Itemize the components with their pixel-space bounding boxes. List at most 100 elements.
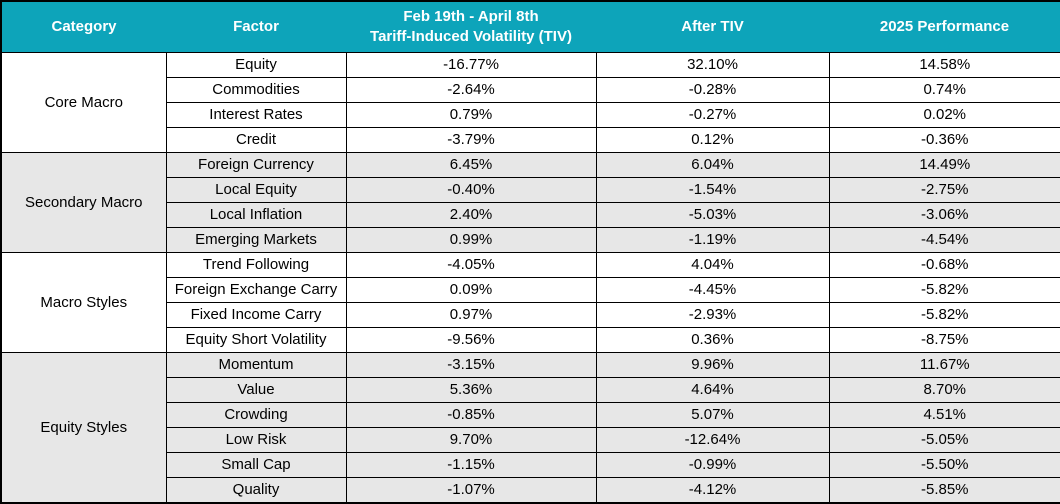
value-cell: 9.96% — [595, 351, 830, 378]
table-row: Value 5.36% 4.64% 8.70% — [1, 376, 1060, 403]
value-cell: -4.45% — [595, 276, 830, 303]
value-cell: -5.50% — [828, 451, 1060, 478]
category-cell: Secondary Macro — [0, 151, 167, 253]
factor-cell: Value — [165, 376, 347, 403]
value-cell: -5.85% — [828, 476, 1060, 503]
table-body: Core Macro Equity -16.77% 32.10% 14.58% Commo… — [0, 51, 1060, 503]
value-cell: -12.64% — [595, 426, 830, 453]
value-cell: 4.04% — [595, 251, 830, 278]
value-cell: -2.64% — [345, 76, 597, 103]
table-row: Secondary Macro Foreign Currency 6.45% 6.04… — [0, 151, 1060, 253]
value-cell: 0.74% — [828, 76, 1060, 103]
value-cell: 5.07% — [595, 401, 830, 428]
value-cell: 8.70% — [828, 376, 1060, 403]
table-row: Low Risk 9.70% -12.64% -5.05% — [1, 426, 1060, 453]
table-row: Fixed Income Carry 0.97% -2.93% -5.82% — [1, 301, 1060, 328]
factor-cell: Trend Following — [165, 251, 347, 278]
category-cell: Equity Styles — [0, 351, 167, 503]
value-cell: -5.82% — [828, 276, 1060, 303]
factor-cell: Local Inflation — [165, 201, 347, 228]
table-row: Equity Styles Momentum -3.15% 9.96% 11.67% — [0, 351, 1060, 503]
value-cell: -4.05% — [345, 251, 597, 278]
value-cell: -9.56% — [345, 326, 597, 353]
value-cell: 0.36% — [595, 326, 830, 353]
table-row: Local Equity -0.40% -1.54% -2.75% — [1, 176, 1060, 203]
factor-cell: Low Risk — [165, 426, 347, 453]
value-cell: 14.49% — [828, 151, 1060, 178]
table-row: Commodities -2.64% -0.28% 0.74% — [1, 76, 1060, 103]
table-row: Equity Short Volatility -9.56% 0.36% -8.75% — [1, 326, 1060, 353]
header-tiv: Feb 19th - April 8th Tariff-Induced Vola… — [346, 1, 596, 52]
table-row: Foreign Exchange Carry 0.09% -4.45% -5.82% — [1, 276, 1060, 303]
value-cell: -1.07% — [345, 476, 597, 503]
value-cell: -4.54% — [828, 226, 1060, 253]
value-cell: 9.70% — [345, 426, 597, 453]
table-row: Core Macro Equity -16.77% 32.10% 14.58% — [0, 51, 1060, 153]
category-cell: Core Macro — [0, 51, 167, 153]
value-cell: 0.97% — [345, 301, 597, 328]
value-cell: 0.99% — [345, 226, 597, 253]
factor-cell: Small Cap — [165, 451, 347, 478]
value-cell: -0.27% — [595, 101, 830, 128]
table-row: Small Cap -1.15% -0.99% -5.50% — [1, 451, 1060, 478]
value-cell: -16.77% — [345, 51, 597, 78]
table-row: Macro Styles Trend Following -4.05% 4.04% -0… — [0, 251, 1060, 353]
header-factor: Factor — [166, 1, 346, 52]
value-cell: 6.45% — [345, 151, 597, 178]
value-cell: -2.75% — [828, 176, 1060, 203]
value-cell: -0.99% — [595, 451, 830, 478]
value-cell: -0.68% — [828, 251, 1060, 278]
value-cell: 0.02% — [828, 101, 1060, 128]
value-cell: -0.85% — [345, 401, 597, 428]
factor-cell: Credit — [165, 126, 347, 153]
value-cell: -5.82% — [828, 301, 1060, 328]
factor-cell: Quality — [165, 476, 347, 503]
header-tiv-line2: Tariff-Induced Volatility (TIV) — [370, 27, 572, 45]
factor-cell: Commodities — [165, 76, 347, 103]
value-cell: 4.64% — [595, 376, 830, 403]
table-row: Emerging Markets 0.99% -1.19% -4.54% — [1, 226, 1060, 253]
table-row: Local Inflation 2.40% -5.03% -3.06% — [1, 201, 1060, 228]
header-tiv-line1: Feb 19th - April 8th — [403, 7, 539, 25]
factor-cell: Emerging Markets — [165, 226, 347, 253]
value-cell: -3.06% — [828, 201, 1060, 228]
value-cell: -0.28% — [595, 76, 830, 103]
header-performance: 2025 Performance — [829, 1, 1060, 52]
category-cell: Macro Styles — [0, 251, 167, 353]
value-cell: -2.93% — [595, 301, 830, 328]
header-category: Category — [1, 1, 166, 52]
factor-cell: Equity — [165, 51, 347, 78]
factor-cell: Interest Rates — [165, 101, 347, 128]
header-after-tiv: After TIV — [596, 1, 829, 52]
factor-cell: Equity Short Volatility — [165, 326, 347, 353]
value-cell: 14.58% — [828, 51, 1060, 78]
factor-cell: Local Equity — [165, 176, 347, 203]
value-cell: -1.15% — [345, 451, 597, 478]
value-cell: -0.40% — [345, 176, 597, 203]
factor-cell: Foreign Exchange Carry — [165, 276, 347, 303]
value-cell: -5.03% — [595, 201, 830, 228]
value-cell: -5.05% — [828, 426, 1060, 453]
header-row: Category Factor Feb 19th - April 8th Tar… — [1, 1, 1060, 52]
value-cell: -1.19% — [595, 226, 830, 253]
factor-cell: Foreign Currency — [165, 151, 347, 178]
value-cell: 2.40% — [345, 201, 597, 228]
value-cell: -8.75% — [828, 326, 1060, 353]
table-row: Interest Rates 0.79% -0.27% 0.02% — [1, 101, 1060, 128]
value-cell: -1.54% — [595, 176, 830, 203]
factor-cell: Momentum — [165, 351, 347, 378]
value-cell: 0.79% — [345, 101, 597, 128]
value-cell: 4.51% — [828, 401, 1060, 428]
value-cell: -4.12% — [595, 476, 830, 503]
table-row: Credit -3.79% 0.12% -0.36% — [1, 126, 1060, 153]
value-cell: -3.15% — [345, 351, 597, 378]
value-cell: 11.67% — [828, 351, 1060, 378]
value-cell: -0.36% — [828, 126, 1060, 153]
value-cell: 32.10% — [595, 51, 830, 78]
value-cell: 0.09% — [345, 276, 597, 303]
value-cell: -3.79% — [345, 126, 597, 153]
value-cell: 6.04% — [595, 151, 830, 178]
value-cell: 0.12% — [595, 126, 830, 153]
value-cell: 5.36% — [345, 376, 597, 403]
